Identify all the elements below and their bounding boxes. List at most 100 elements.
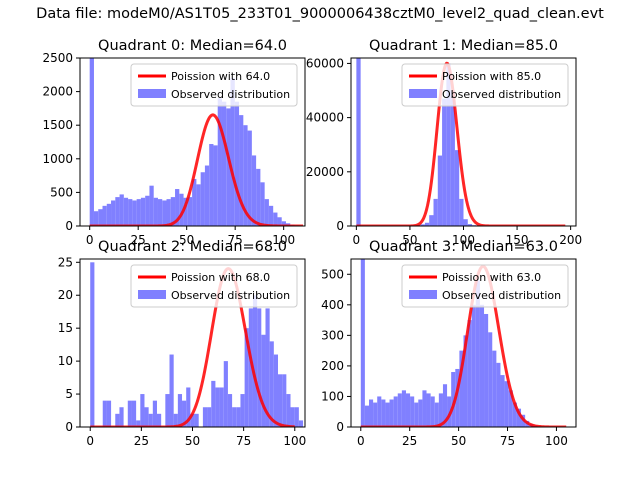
- hist-bar: [414, 402, 419, 427]
- hist-bar: [508, 390, 513, 427]
- hist-bar: [239, 115, 244, 226]
- hist-bar: [257, 308, 262, 427]
- hist-bar: [422, 390, 427, 427]
- hist-bar: [418, 399, 423, 427]
- hist-bar: [219, 387, 224, 427]
- hist-bar: [232, 407, 237, 427]
- x-tick-label: 75: [236, 434, 251, 448]
- legend-bar-swatch: [138, 89, 166, 98]
- subplot-3: 0 25 50 75 100 0 100 200 300 400 500 Quadrant 3: Me…: [321, 239, 577, 448]
- hist-bar: [234, 101, 240, 226]
- hist-bar: [243, 125, 248, 226]
- subplot-title: Quadrant 3: Median=63.0: [369, 239, 558, 255]
- hist-bar: [455, 368, 460, 427]
- legend-label-observed: Observed distribution: [442, 289, 561, 302]
- hist-bar: [286, 394, 291, 427]
- y-tick-label: 2000: [42, 85, 73, 99]
- hist-bar: [437, 155, 443, 226]
- subplot-title: Quadrant 0: Median=64.0: [98, 38, 287, 54]
- x-tick-label: 100: [452, 233, 475, 247]
- y-tick-label: 500: [50, 185, 73, 199]
- hist-bar: [467, 320, 472, 427]
- hist-bar: [209, 144, 214, 226]
- hist-bar: [451, 372, 456, 427]
- x-tick-label: 50: [402, 233, 417, 247]
- hist-bar: [420, 224, 425, 226]
- legend-box: [401, 264, 569, 308]
- x-tick-label: 0: [357, 434, 365, 448]
- hist-bar: [492, 350, 497, 427]
- hist-bar: [500, 375, 505, 427]
- legend: Poission with 63.0 Observed distribution: [401, 264, 569, 308]
- hist-bar: [430, 396, 435, 427]
- hist-bar: [273, 354, 278, 427]
- subplot-title: Quadrant 1: Median=85.0: [369, 38, 558, 54]
- hist-bar: [175, 189, 180, 226]
- hist-bar: [438, 393, 443, 427]
- axes-frame: [350, 258, 577, 428]
- hist-bar: [364, 405, 369, 427]
- y-tick-label: 60000: [306, 56, 344, 70]
- hist-bar: [165, 394, 170, 427]
- hist-bar: [381, 399, 386, 427]
- hist-bar: [177, 394, 183, 427]
- hist-bar: [200, 172, 205, 226]
- y-tick-label: 20000: [306, 165, 344, 179]
- hist-bar: [385, 402, 390, 427]
- y-tick-label: 500: [321, 267, 344, 281]
- hist-bar: [213, 145, 218, 226]
- hist-bar: [252, 295, 258, 427]
- hist-bar: [166, 199, 171, 226]
- x-tick-label: 100: [545, 434, 568, 448]
- x-tick-label: 100: [283, 434, 306, 448]
- hist-bar: [152, 400, 157, 427]
- legend-label-observed: Observed distribution: [171, 289, 290, 302]
- hist-bar: [294, 407, 299, 427]
- hist-bar: [484, 313, 489, 427]
- x-tick-label: 25: [402, 434, 417, 448]
- hist-bar: [202, 407, 208, 427]
- hist-bar: [149, 185, 154, 226]
- subplot-2: 0 25 50 75 100 0 5 10 15 20 25 Quadrant 2: Median=6…: [58, 239, 320, 448]
- hist-bar: [424, 222, 430, 226]
- hist-bar: [140, 197, 146, 226]
- subplot-1: 0 50 100 150 200 0 20000 40000 60000 Quadrant 1: …: [306, 38, 582, 247]
- hist-bar: [410, 396, 415, 427]
- hist-bar: [204, 165, 210, 226]
- hist-bar: [244, 328, 249, 427]
- hist-bar: [111, 200, 116, 226]
- hist-bar: [136, 199, 141, 226]
- hist-bar: [463, 335, 468, 427]
- subplot-title: Quadrant 2: Median=68.0: [98, 239, 287, 255]
- plot-area: [360, 259, 567, 427]
- hist-bar: [169, 354, 174, 427]
- hist-bar: [454, 150, 460, 226]
- hist-bar: [298, 420, 304, 427]
- legend-label-poisson: Poission with 85.0: [442, 70, 541, 83]
- axes-frame: [79, 57, 306, 227]
- hist-bar: [281, 221, 286, 226]
- hist-bar: [316, 407, 320, 427]
- hist-bar: [261, 334, 266, 427]
- x-tick-label: 50: [451, 434, 466, 448]
- hist-bar: [102, 205, 107, 226]
- hist-bar: [144, 407, 149, 427]
- hist-bar: [504, 381, 509, 427]
- legend-label-poisson: Poission with 63.0: [442, 271, 541, 284]
- hist-bar: [475, 280, 480, 427]
- poisson-line: [355, 61, 566, 226]
- y-tick-label: 0: [65, 420, 73, 434]
- x-tick-label: 75: [500, 434, 515, 448]
- hist-bar: [512, 402, 517, 427]
- hist-bar: [516, 408, 522, 427]
- x-tick-label: 75: [228, 233, 243, 247]
- hist-bar: [156, 413, 162, 427]
- y-tick-label: 2500: [42, 51, 73, 65]
- hist-bar: [173, 413, 178, 427]
- x-tick-label: 50: [185, 434, 200, 448]
- x-tick-label: 50: [179, 233, 194, 247]
- hist-bar: [356, 58, 361, 226]
- hist-bar: [260, 182, 265, 226]
- y-tick-label: 100: [321, 389, 344, 403]
